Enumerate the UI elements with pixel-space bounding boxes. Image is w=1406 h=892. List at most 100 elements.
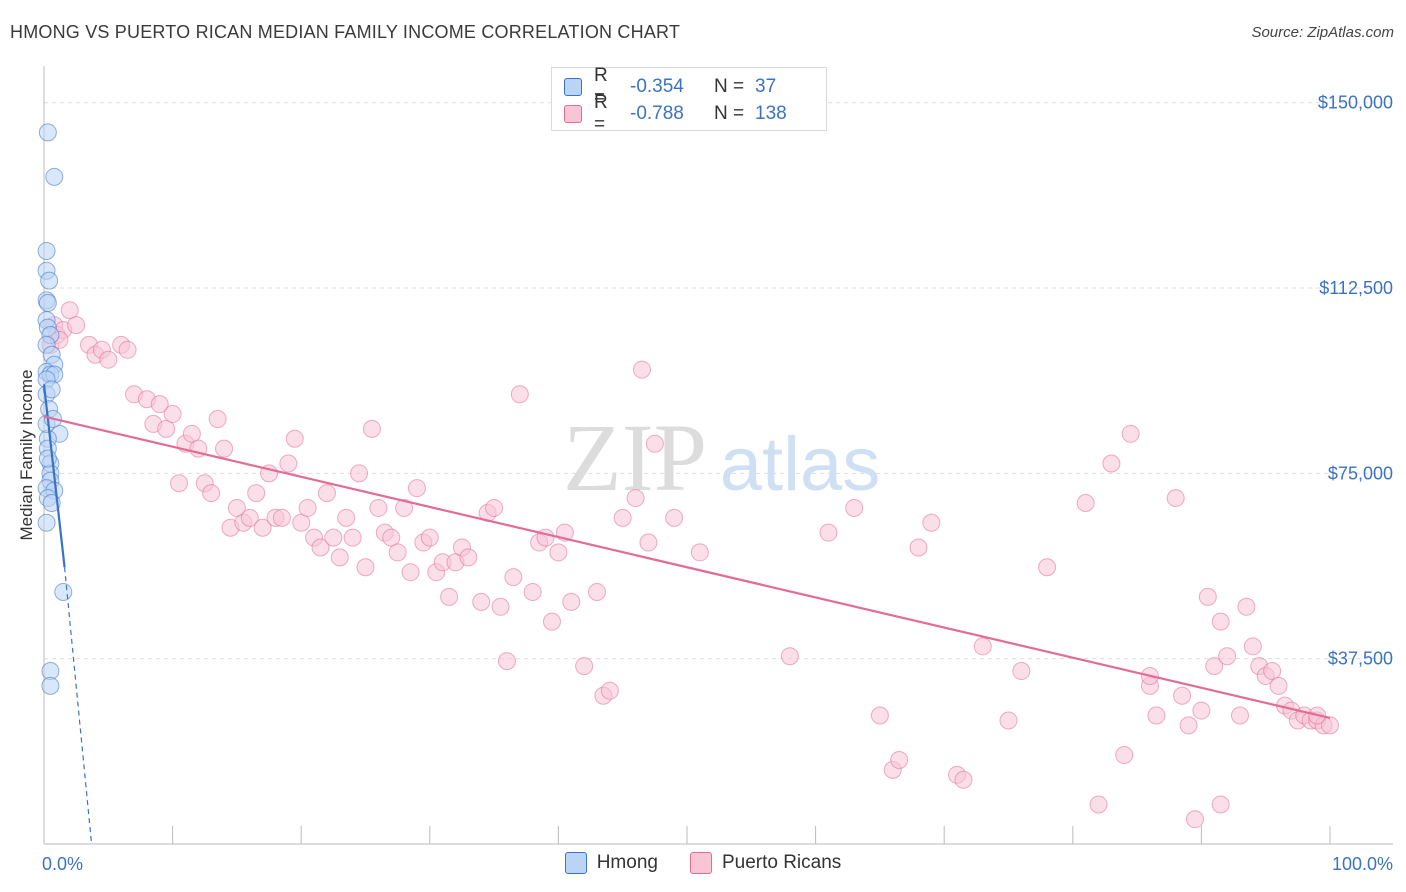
point-puerto-ricans — [350, 464, 369, 483]
point-puerto-ricans — [491, 597, 510, 616]
x-tick-max: 100.0% — [1332, 854, 1393, 874]
point-puerto-ricans — [420, 528, 439, 547]
point-hmong — [37, 241, 56, 260]
point-puerto-ricans — [504, 568, 523, 587]
legend-n-label: N = — [714, 76, 745, 97]
point-puerto-ricans — [523, 582, 542, 601]
point-puerto-ricans — [890, 750, 909, 769]
y-tick-label: $37,500 — [1328, 649, 1393, 669]
correlation-legend: R = -0.354 N = 37 R = -0.788 N = 138 — [551, 65, 827, 135]
point-puerto-ricans — [954, 770, 973, 789]
point-puerto-ricans — [1076, 494, 1095, 513]
point-puerto-ricans — [1205, 657, 1224, 676]
trend-puerto-ricans — [43, 415, 1331, 720]
series-legend-hmong: Hmong — [564, 852, 658, 874]
point-puerto-ricans — [600, 681, 619, 700]
point-hmong — [38, 293, 57, 312]
point-hmong — [40, 271, 59, 290]
point-hmong — [54, 582, 73, 601]
legend-n-value-hmong: 37 — [755, 76, 777, 97]
point-puerto-ricans — [215, 439, 234, 458]
point-puerto-ricans — [973, 637, 992, 656]
point-puerto-ricans — [99, 350, 118, 369]
point-puerto-ricans — [118, 340, 137, 359]
point-hmong — [37, 513, 56, 532]
point-puerto-ricans — [1115, 746, 1134, 765]
point-puerto-ricans — [395, 498, 414, 517]
point-puerto-ricans — [227, 498, 246, 517]
point-puerto-ricans — [1218, 647, 1237, 666]
point-puerto-ricans — [1211, 612, 1230, 631]
data-points — [37, 123, 1339, 829]
legend-row-hmong: R = -0.354 N = 37 — [564, 65, 777, 108]
point-puerto-ricans — [587, 582, 606, 601]
series-name-hmong: Hmong — [596, 852, 658, 873]
point-puerto-ricans — [1121, 424, 1140, 443]
series-swatch-hmong — [564, 852, 587, 874]
trend-hmong — [42, 384, 66, 568]
point-puerto-ricans — [407, 479, 426, 498]
point-puerto-ricans — [401, 563, 420, 582]
series-legend: Hmong Puerto Ricans — [0, 852, 1406, 874]
point-puerto-ricans — [362, 419, 381, 438]
x-tick-min: 0.0% — [42, 854, 83, 874]
legend-swatch-hmong — [564, 78, 582, 96]
point-puerto-ricans — [1179, 716, 1198, 735]
point-puerto-ricans — [182, 424, 201, 443]
point-puerto-ricans — [542, 612, 561, 631]
point-puerto-ricans — [665, 508, 684, 527]
point-puerto-ricans — [562, 592, 581, 611]
point-puerto-ricans — [922, 513, 941, 532]
point-puerto-ricans — [247, 484, 266, 503]
point-puerto-ricans — [1192, 701, 1211, 720]
point-puerto-ricans — [472, 592, 491, 611]
point-puerto-ricans — [510, 385, 529, 404]
point-hmong — [45, 167, 64, 186]
point-puerto-ricans — [1237, 597, 1256, 616]
legend-r-label: R = — [594, 65, 608, 108]
source-label: Source: ZipAtlas.com — [1251, 24, 1394, 41]
point-puerto-ricans — [298, 498, 317, 517]
point-puerto-ricans — [1173, 686, 1192, 705]
point-puerto-ricans — [317, 484, 336, 503]
point-puerto-ricans — [459, 548, 478, 567]
legend-row-puerto-ricans: R = -0.788 N = 138 — [564, 92, 787, 135]
point-puerto-ricans — [575, 657, 594, 676]
point-puerto-ricans — [292, 513, 311, 532]
point-puerto-ricans — [311, 538, 330, 557]
point-puerto-ricans — [497, 652, 516, 671]
point-puerto-ricans — [845, 498, 864, 517]
point-puerto-ricans — [1243, 637, 1262, 656]
point-puerto-ricans — [440, 587, 459, 606]
legend-n-value-puerto-ricans: 138 — [755, 103, 787, 124]
point-puerto-ricans — [1269, 676, 1288, 695]
point-puerto-ricans — [1102, 454, 1121, 473]
series-swatch-puerto-ricans — [689, 852, 712, 874]
y-tick-label: $112,500 — [1319, 278, 1393, 298]
point-puerto-ricans — [1038, 558, 1057, 577]
point-puerto-ricans — [253, 518, 272, 537]
point-puerto-ricans — [485, 498, 504, 517]
point-puerto-ricans — [240, 508, 259, 527]
point-puerto-ricans — [388, 543, 407, 562]
point-puerto-ricans — [330, 548, 349, 567]
point-puerto-ricans — [1263, 662, 1282, 681]
y-tick-labels: $37,500 $75,000 $112,500 $150,000 — [1318, 93, 1393, 669]
point-puerto-ricans — [208, 409, 227, 428]
watermark: ZIP atlas — [563, 404, 880, 511]
legend-swatch-puerto-ricans — [564, 105, 582, 123]
legend-r-label: R = — [594, 92, 608, 135]
y-axis-label: Median Family Income — [17, 369, 36, 540]
legend-r-value-hmong: -0.354 — [630, 76, 684, 97]
point-puerto-ricans — [1166, 489, 1185, 508]
point-puerto-ricans — [632, 360, 651, 379]
legend-r-value-puerto-ricans: -0.788 — [630, 103, 684, 124]
point-puerto-ricans — [999, 711, 1018, 730]
point-puerto-ricans — [626, 489, 645, 508]
y-tick-label: $75,000 — [1328, 463, 1393, 483]
point-puerto-ricans — [202, 484, 221, 503]
point-puerto-ricans — [285, 429, 304, 448]
point-puerto-ricans — [337, 508, 356, 527]
point-puerto-ricans — [343, 528, 362, 547]
